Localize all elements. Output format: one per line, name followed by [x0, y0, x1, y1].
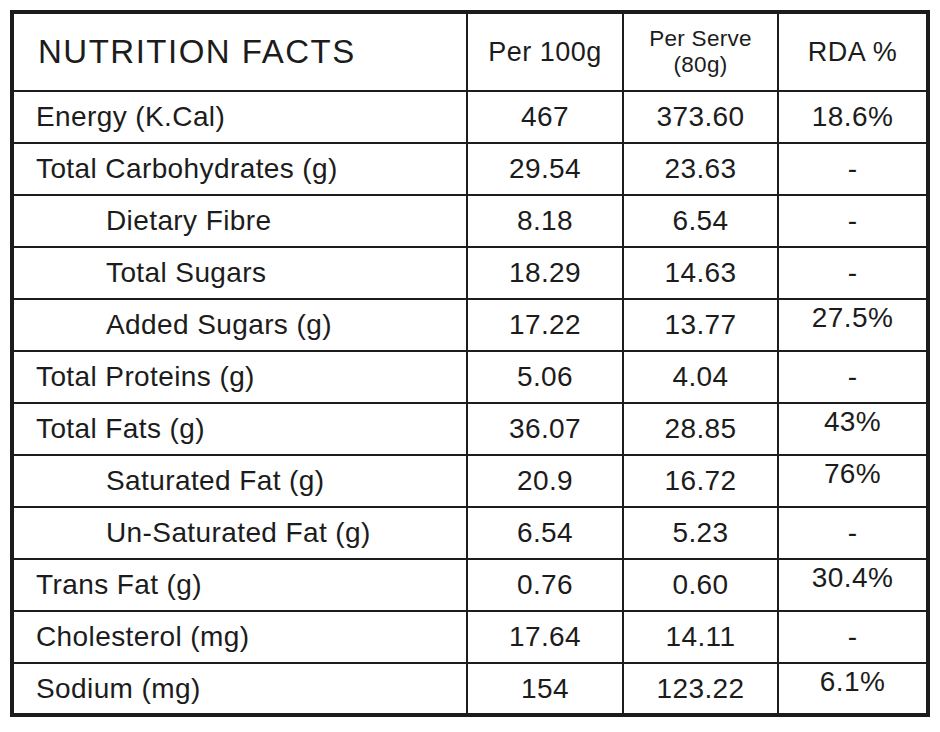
rda-value: -: [778, 143, 928, 195]
table-row-added-sugars: Added Sugars (g) 17.22 13.77 27.5%: [12, 299, 928, 351]
per-serve-value: 5.23: [623, 507, 778, 559]
per-serve-line1: Per Serve: [625, 26, 776, 52]
table-row-trans-fat: Trans Fat (g) 0.76 0.60 30.4%: [12, 559, 928, 611]
per-100g-value: 8.18: [467, 195, 623, 247]
row-label: Total Sugars: [12, 247, 467, 299]
per-100g-value: 18.29: [467, 247, 623, 299]
table-row-dietary-fibre: Dietary Fibre 8.18 6.54 -: [12, 195, 928, 247]
table-row-total-carbohydrates: Total Carbohydrates (g) 29.54 23.63 -: [12, 143, 928, 195]
per-serve-line2: (80g): [625, 52, 776, 78]
per-serve-value: 14.11: [623, 611, 778, 663]
per-100g-value: 5.06: [467, 351, 623, 403]
table-row-cholesterol: Cholesterol (mg) 17.64 14.11 -: [12, 611, 928, 663]
table-row-sodium: Sodium (mg) 154 123.22 6.1%: [12, 663, 928, 715]
per-100g-value: 467: [467, 91, 623, 143]
per-serve-value: 14.63: [623, 247, 778, 299]
row-label: Energy (K.Cal): [12, 91, 467, 143]
per-serve-value: 373.60: [623, 91, 778, 143]
table-title: NUTRITION FACTS: [12, 12, 467, 91]
rda-value-text: 27.5%: [812, 302, 893, 334]
per-100g-value: 17.22: [467, 299, 623, 351]
rda-value-text: 30.4%: [812, 562, 893, 594]
rda-value: -: [778, 195, 928, 247]
rda-value: 43%: [778, 403, 928, 455]
per-100g-value: 154: [467, 663, 623, 715]
row-label: Total Carbohydrates (g): [12, 143, 467, 195]
table-row-total-proteins: Total Proteins (g) 5.06 4.04 -: [12, 351, 928, 403]
row-label: Sodium (mg): [12, 663, 467, 715]
per-100g-value: 0.76: [467, 559, 623, 611]
rda-value: 6.1%: [778, 663, 928, 715]
column-header-per-serve: Per Serve (80g): [623, 12, 778, 91]
row-label: Total Fats (g): [12, 403, 467, 455]
row-label: Total Proteins (g): [12, 351, 467, 403]
table-row-total-fats: Total Fats (g) 36.07 28.85 43%: [12, 403, 928, 455]
per-serve-value: 28.85: [623, 403, 778, 455]
table-row-total-sugars: Total Sugars 18.29 14.63 -: [12, 247, 928, 299]
table-row-unsaturated-fat: Un-Saturated Fat (g) 6.54 5.23 -: [12, 507, 928, 559]
rda-value: 30.4%: [778, 559, 928, 611]
row-label: Trans Fat (g): [12, 559, 467, 611]
rda-value: -: [778, 247, 928, 299]
rda-value: 76%: [778, 455, 928, 507]
per-serve-value: 13.77: [623, 299, 778, 351]
per-100g-value: 17.64: [467, 611, 623, 663]
per-serve-value: 4.04: [623, 351, 778, 403]
per-100g-value: 36.07: [467, 403, 623, 455]
rda-value: -: [778, 611, 928, 663]
row-label: Cholesterol (mg): [12, 611, 467, 663]
per-serve-value: 23.63: [623, 143, 778, 195]
rda-value-text: 76%: [824, 458, 881, 490]
rda-value: 18.6%: [778, 91, 928, 143]
per-100g-value: 20.9: [467, 455, 623, 507]
column-header-per-100g: Per 100g: [467, 12, 623, 91]
table-row-saturated-fat: Saturated Fat (g) 20.9 16.72 76%: [12, 455, 928, 507]
rda-value: -: [778, 507, 928, 559]
per-100g-value: 29.54: [467, 143, 623, 195]
per-serve-value: 123.22: [623, 663, 778, 715]
rda-value: 27.5%: [778, 299, 928, 351]
rda-value-text: 6.1%: [820, 666, 885, 698]
column-header-rda: RDA %: [778, 12, 928, 91]
row-label: Un-Saturated Fat (g): [12, 507, 467, 559]
per-100g-value: 6.54: [467, 507, 623, 559]
per-serve-value: 0.60: [623, 559, 778, 611]
row-label: Saturated Fat (g): [12, 455, 467, 507]
row-label: Dietary Fibre: [12, 195, 467, 247]
nutrition-facts-table: NUTRITION FACTS Per 100g Per Serve (80g)…: [10, 10, 930, 717]
row-label: Added Sugars (g): [12, 299, 467, 351]
rda-value-text: 43%: [824, 406, 881, 438]
nutrition-label-page: NUTRITION FACTS Per 100g Per Serve (80g)…: [0, 0, 940, 732]
per-serve-value: 6.54: [623, 195, 778, 247]
per-serve-value: 16.72: [623, 455, 778, 507]
table-row-energy: Energy (K.Cal) 467 373.60 18.6%: [12, 91, 928, 143]
rda-value: -: [778, 351, 928, 403]
header-row: NUTRITION FACTS Per 100g Per Serve (80g)…: [12, 12, 928, 91]
